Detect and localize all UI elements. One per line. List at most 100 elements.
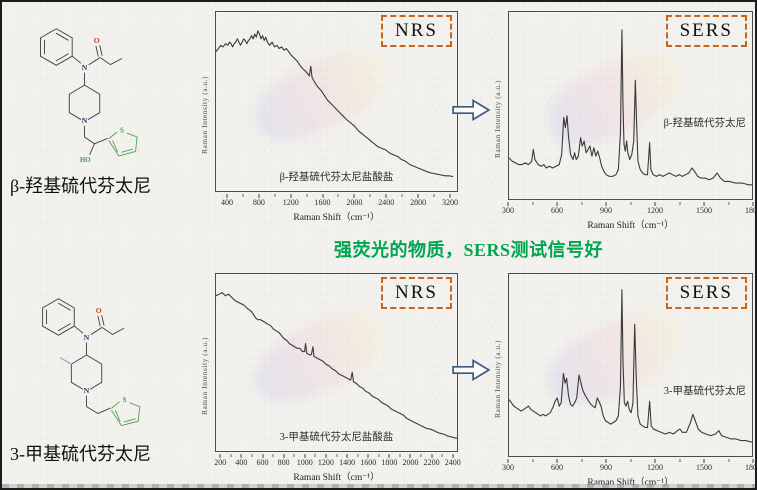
x-axis-ticks: 300 600 900 1200 1500 1800 <box>502 459 755 474</box>
molecule-name-beta-hydroxythiofentanyl: β-羟基硫代芬太尼 <box>10 176 152 196</box>
sers-chart-top: Raman Intensity (a.u.) SERS β-羟基硫代芬太尼 30… <box>491 8 755 231</box>
sers-badge: SERS <box>665 277 747 309</box>
badge-text: SERS <box>679 282 733 303</box>
x-minor-tick-mark <box>293 454 295 457</box>
x-tick-mark <box>605 459 607 463</box>
x-tick-mark <box>452 454 454 458</box>
x-axis-ticks: 300 600 900 1200 1500 1800 <box>502 202 755 217</box>
x-tick-mark <box>226 194 228 198</box>
x-axis-label: Raman Shift（cm⁻¹） <box>587 478 674 488</box>
molecule-structure-3-methylthiofentanyl: N O N S <box>42 298 141 427</box>
x-tick-mark <box>367 454 369 458</box>
x-tick-mark <box>385 194 387 198</box>
x-tick-mark <box>219 454 221 458</box>
nitrogen-atom-label: N <box>82 116 88 125</box>
nitrogen-atom-label: N <box>82 63 88 72</box>
x-tick-mark <box>283 454 285 458</box>
sulfur-atom-label: S <box>123 397 127 404</box>
x-tick-mark <box>431 454 433 458</box>
x-minor-tick-mark <box>336 454 337 457</box>
x-minor-tick-mark <box>728 202 729 205</box>
x-minor-tick-mark <box>728 459 729 462</box>
x-tick-label: 200 <box>214 458 227 467</box>
x-tick-mark <box>262 454 264 458</box>
x-tick-label: 1500 <box>696 463 712 472</box>
x-axis-ticks: 400 800 1200 1600 2000 2400 2800 3200 <box>215 194 458 209</box>
oxygen-atom-label: O <box>94 36 100 45</box>
nrs-badge: NRS <box>381 277 452 309</box>
x-minor-tick-mark <box>532 459 533 462</box>
x-minor-tick-mark <box>399 454 401 457</box>
x-tick-label: 1200 <box>282 198 299 207</box>
x-minor-tick-mark <box>274 194 276 197</box>
x-tick-label: 1400 <box>339 458 356 467</box>
x-tick-mark <box>556 202 558 206</box>
x-tick-label: 2200 <box>423 458 440 467</box>
x-tick-mark <box>752 202 754 206</box>
x-minor-tick-mark <box>272 454 274 457</box>
x-tick-mark <box>258 194 260 198</box>
x-tick-mark <box>409 454 411 458</box>
x-tick-mark <box>703 459 705 463</box>
x-axis-label: Raman Shift（cm⁻¹） <box>293 213 380 223</box>
raman-spectrum-line <box>509 12 752 199</box>
right-arrow-icon <box>452 99 491 121</box>
x-minor-tick-mark <box>532 202 533 205</box>
y-axis-label: Raman Intensity (a.u.) <box>200 336 209 416</box>
x-minor-tick-mark <box>306 194 308 197</box>
x-tick-mark <box>388 454 390 458</box>
x-axis-label: Raman Shift（cm⁻¹） <box>587 221 674 231</box>
badge-text: NRS <box>395 20 438 41</box>
x-tick-label: 2400 <box>444 458 461 467</box>
series-label: β-羟基硫代芬太尼盐酸盐 <box>279 172 394 183</box>
x-tick-mark <box>449 194 451 198</box>
x-minor-tick-mark <box>378 454 380 457</box>
x-minor-tick-mark <box>441 454 443 457</box>
right-arrow-icon <box>452 359 491 381</box>
x-tick-mark <box>507 202 509 206</box>
nitrogen-atom-label: N <box>84 333 90 342</box>
y-axis-label: Raman Intensity (a.u.) <box>493 339 502 418</box>
sulfur-atom-label: S <box>120 127 124 134</box>
x-tick-label: 1200 <box>647 463 663 472</box>
x-minor-tick-mark <box>314 454 316 457</box>
plot-area: SERS 3-甲基硫代芬太尼 <box>508 273 753 457</box>
x-tick-label: 1200 <box>317 458 334 467</box>
bottom-edge-strip <box>2 484 755 488</box>
x-tick-mark <box>240 454 242 458</box>
badge-text: NRS <box>395 282 438 303</box>
x-tick-label: 1500 <box>696 206 712 215</box>
x-minor-tick-mark <box>357 454 359 457</box>
sers-badge: SERS <box>665 15 747 47</box>
series-label: 3-甲基硫代芬太尼盐酸盐 <box>279 432 394 443</box>
x-minor-tick-mark <box>581 202 582 205</box>
x-tick-mark <box>654 459 656 463</box>
x-axis-label: Raman Shift（cm⁻¹） <box>293 473 380 483</box>
x-minor-tick-mark <box>230 454 232 457</box>
x-tick-mark <box>417 194 419 198</box>
x-tick-mark <box>507 459 509 463</box>
oxygen-atom-label: O <box>96 306 102 315</box>
x-tick-mark <box>556 459 558 463</box>
x-tick-label: 800 <box>252 198 265 207</box>
raman-spectrum-line <box>216 12 457 191</box>
x-minor-tick-mark <box>581 459 582 462</box>
x-tick-label: 1200 <box>647 206 663 215</box>
methyl-group-bond <box>60 357 72 365</box>
x-tick-label: 300 <box>502 206 514 215</box>
nrs-chart-bottom: Raman Intensity (a.u.) NRS 3-甲基硫代芬太尼盐酸盐 … <box>198 270 461 483</box>
x-minor-tick-mark <box>433 194 435 197</box>
x-tick-label: 1800 <box>745 463 757 472</box>
x-tick-label: 2000 <box>346 198 363 207</box>
plot-area: SERS β-羟基硫代芬太尼 <box>508 11 753 200</box>
x-tick-mark <box>304 454 306 458</box>
nitrogen-atom-label: N <box>84 386 90 395</box>
x-tick-mark <box>290 194 292 198</box>
raman-spectrum-line <box>216 274 457 451</box>
x-tick-label: 400 <box>220 198 233 207</box>
x-minor-tick-mark <box>630 202 631 205</box>
x-tick-mark <box>752 459 754 463</box>
molecule-name-3-methylthiofentanyl: 3-甲基硫代芬太尼 <box>10 444 151 464</box>
x-minor-tick-mark <box>630 459 631 462</box>
